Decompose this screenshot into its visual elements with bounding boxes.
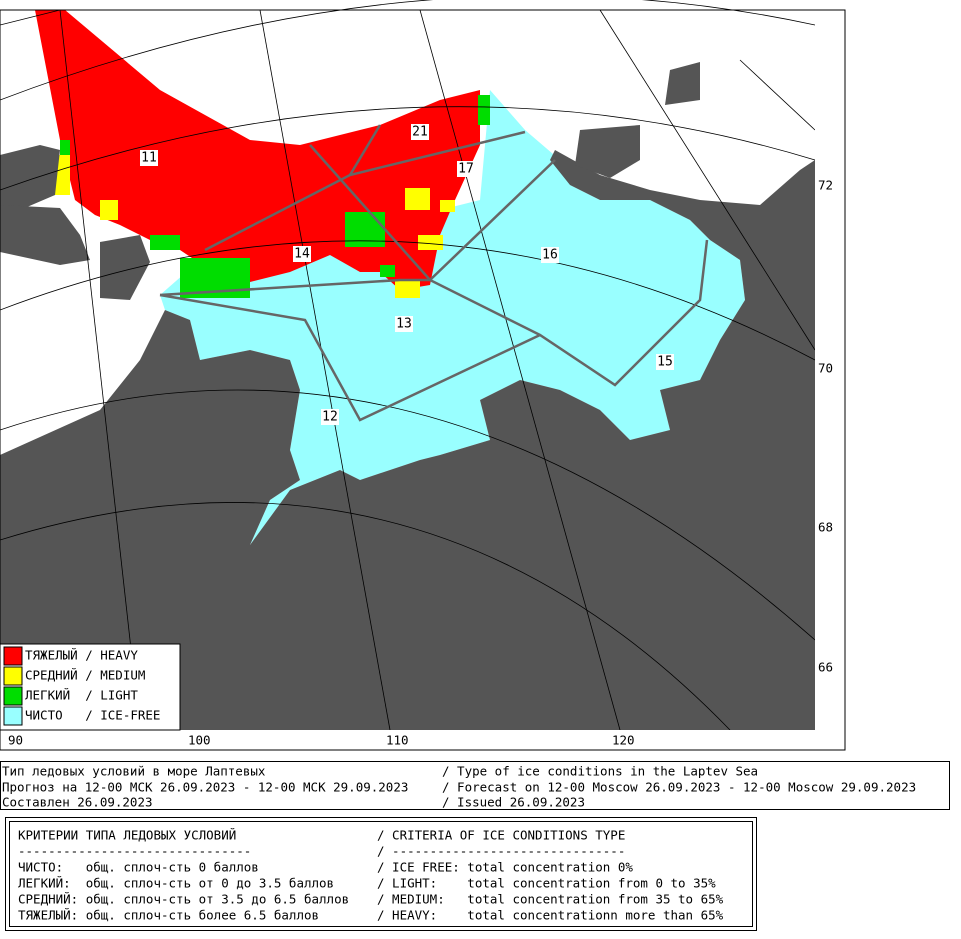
region-label-bg bbox=[411, 124, 429, 140]
medium-patch bbox=[440, 200, 455, 212]
criteria-title: КРИТЕРИИ ТИПА ЛЕДОВЫХ УСЛОВИЙ bbox=[18, 828, 236, 843]
legend-label: ЧИСТО / ICE-FREE bbox=[25, 708, 160, 723]
legend-swatch bbox=[3, 706, 23, 726]
region-label: 11 bbox=[141, 151, 157, 166]
header-en: / Type of ice conditions in the Laptev S… bbox=[442, 764, 758, 779]
parallel bbox=[0, 240, 816, 361]
peninsula bbox=[100, 235, 150, 300]
legend-swatch bbox=[3, 646, 23, 666]
criteria-ru: ТЯЖЕЛЫЙ: общ. сплоч-сть более 6.5 баллов bbox=[18, 908, 319, 923]
medium-patch bbox=[405, 188, 430, 210]
legend-swatch bbox=[3, 666, 23, 686]
criteria-rule: ------------------------------- bbox=[18, 844, 251, 859]
criteria-box-inner bbox=[9, 821, 753, 927]
light-patch bbox=[60, 140, 70, 155]
meridian bbox=[599, 9, 816, 351]
boundary bbox=[309, 144, 709, 387]
region-label: 17 bbox=[458, 162, 474, 177]
lon-label: 90 bbox=[8, 733, 23, 748]
meridian bbox=[259, 9, 391, 731]
header-ru: Тип ледовых условий в море Лаптевых bbox=[2, 764, 266, 779]
criteria-box bbox=[5, 817, 757, 931]
ice-free-area bbox=[160, 90, 745, 545]
meridian bbox=[59, 9, 141, 731]
lon-label: 100 bbox=[188, 733, 211, 748]
light-patch bbox=[150, 235, 180, 250]
lat-label: 72 bbox=[818, 178, 833, 193]
parallel bbox=[0, 502, 731, 731]
legend-label: СРЕДНИЙ / MEDIUM bbox=[25, 668, 145, 683]
header-ru: Составлен 26.09.2023 bbox=[2, 795, 153, 810]
parallel bbox=[0, 106, 816, 191]
header-box bbox=[0, 761, 950, 810]
region-label-bg bbox=[656, 354, 674, 370]
medium-patch bbox=[55, 155, 70, 195]
island bbox=[0, 205, 90, 265]
lat-label: 66 bbox=[818, 660, 833, 675]
parallel bbox=[0, 0, 816, 101]
boundary bbox=[159, 159, 556, 297]
region-label: 15 bbox=[657, 355, 673, 370]
region-label-bg bbox=[457, 161, 475, 177]
criteria-en: / HEAVY: total concentrationn more than … bbox=[377, 908, 724, 923]
lat-label: 68 bbox=[818, 520, 833, 535]
region-label-bg bbox=[541, 247, 559, 263]
meridian bbox=[739, 59, 816, 131]
light-patch bbox=[478, 95, 490, 125]
region-label: 21 bbox=[412, 125, 428, 140]
region-label: 12 bbox=[322, 410, 338, 425]
island bbox=[665, 62, 700, 105]
region-label-bg bbox=[321, 409, 339, 425]
region-label: 14 bbox=[294, 247, 310, 262]
island bbox=[575, 125, 640, 178]
criteria-ru: СРЕДНИЙ: общ. сплоч-сть от 3.5 до 6.5 ба… bbox=[18, 892, 349, 907]
legend-swatch bbox=[3, 686, 23, 706]
criteria-rule: / ------------------------------- bbox=[377, 844, 625, 859]
medium-patch bbox=[395, 280, 420, 298]
region-label-bg bbox=[293, 246, 311, 262]
legend-label: ЛЕГКИЙ / LIGHT bbox=[25, 688, 138, 703]
header-en: / Forecast on 12-00 Moscow 26.09.2023 - … bbox=[442, 780, 916, 795]
region-boundaries bbox=[159, 124, 709, 422]
medium-ice-patches bbox=[55, 155, 455, 298]
header-ru: Прогноз на 12-00 МСК 26.09.2023 - 12-00 … bbox=[2, 780, 408, 795]
criteria-en: / LIGHT: total concentration from 0 to 3… bbox=[377, 876, 716, 891]
region-label: 13 bbox=[396, 317, 412, 332]
criteria-title: / CRITERIA OF ICE CONDITIONS TYPE bbox=[377, 828, 625, 843]
meridian bbox=[419, 9, 621, 731]
map-border bbox=[0, 9, 846, 751]
parallel bbox=[0, 389, 816, 641]
light-patch bbox=[345, 212, 385, 247]
frame-margin bbox=[0, 730, 845, 750]
lon-label: 110 bbox=[386, 733, 409, 748]
header-en: / Issued 26.09.2023 bbox=[442, 795, 585, 810]
region-label-bg bbox=[395, 316, 413, 332]
criteria-en: / MEDIUM: total concentration from 35 to… bbox=[377, 892, 724, 907]
criteria-ru: ЧИСТО: общ. сплоч-сть 0 баллов bbox=[18, 860, 259, 875]
frame-margin bbox=[815, 10, 845, 750]
region-labels: 11 21 17 14 16 13 15 12 bbox=[140, 124, 674, 425]
legend: ТЯЖЕЛЫЙ / HEAVY СРЕДНИЙ / MEDIUM ЛЕГКИЙ … bbox=[0, 643, 181, 731]
legend-box bbox=[0, 643, 181, 731]
region-label: 16 bbox=[542, 248, 558, 263]
light-patch bbox=[380, 265, 395, 277]
boundary bbox=[159, 293, 541, 422]
medium-patch bbox=[418, 235, 443, 250]
lat-label: 70 bbox=[818, 361, 833, 376]
region-label-bg bbox=[140, 150, 158, 166]
lon-label: 120 bbox=[612, 733, 635, 748]
legend-label: ТЯЖЕЛЫЙ / HEAVY bbox=[25, 648, 138, 663]
land bbox=[0, 150, 815, 730]
graticule bbox=[0, 0, 816, 731]
criteria-en: / ICE FREE: total concentration 0% bbox=[377, 860, 633, 875]
meridian bbox=[0, 9, 61, 26]
medium-patch bbox=[100, 200, 118, 220]
criteria-ru: ЛЕГКИЙ: общ. сплоч-сть от 0 до 3.5 балло… bbox=[18, 876, 334, 891]
boundary bbox=[348, 124, 382, 176]
